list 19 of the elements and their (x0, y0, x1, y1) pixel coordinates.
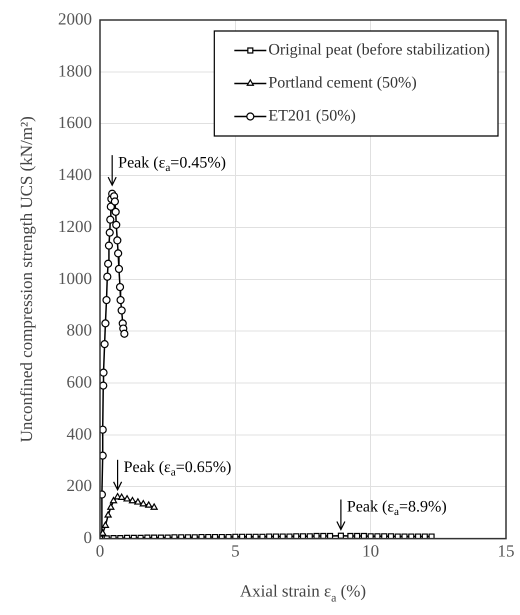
y-tick-label: 2000 (58, 9, 92, 28)
x-tick-label: 0 (96, 541, 104, 560)
y-tick-label: 1600 (58, 113, 92, 132)
y-tick-label: 600 (66, 372, 92, 392)
x-tick-label: 10 (362, 541, 380, 560)
legend-label: ET201 (50%) (268, 108, 356, 125)
y-tick-label: 400 (66, 424, 92, 444)
y-axis-title: Unconfined compression strength UCS (kN/m²) (17, 116, 36, 442)
y-tick-label: 1000 (58, 268, 92, 288)
y-tick-label: 0 (84, 528, 92, 548)
y-tick-label: 200 (66, 476, 92, 496)
x-tick-label: 5 (231, 541, 240, 560)
legend-label: Original peat (before stabilization) (268, 42, 490, 59)
x-tick-label: 15 (498, 541, 514, 560)
y-tick-label: 1200 (58, 216, 92, 236)
y-tick-label: 1800 (58, 61, 92, 80)
legend-label: Portland cement (50%) (268, 74, 417, 92)
y-tick-label: 800 (66, 320, 92, 340)
y-tick-label: 1400 (58, 165, 92, 184)
